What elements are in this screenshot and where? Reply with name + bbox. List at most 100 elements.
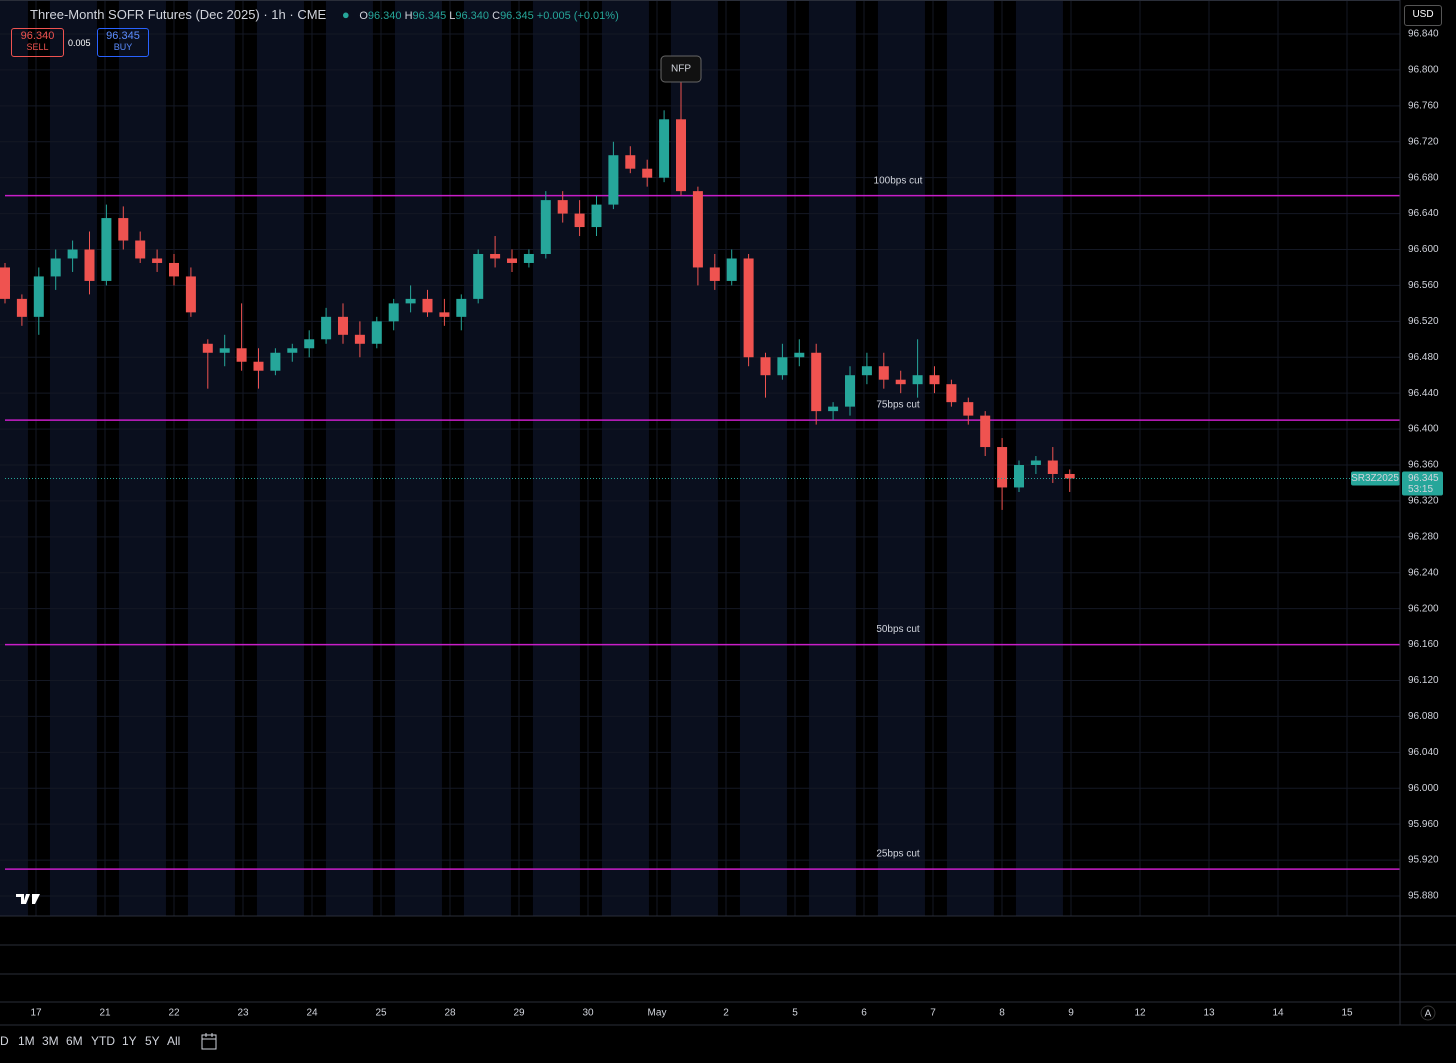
currency-button[interactable]: USD <box>1404 5 1442 26</box>
range-button[interactable]: 1M <box>18 1034 35 1048</box>
candle-body <box>388 303 399 322</box>
sell-button[interactable]: 96.340 SELL <box>11 28 64 57</box>
candle-body <box>236 348 247 362</box>
y-tick-label: 96.360 <box>1408 460 1439 471</box>
candle-body <box>270 352 281 371</box>
y-tick-label: 96.120 <box>1408 675 1439 686</box>
session-band <box>187 0 235 916</box>
candle-body <box>709 267 720 281</box>
x-tick-label: 8 <box>999 1008 1005 1019</box>
candle-body <box>861 366 872 376</box>
session-band <box>946 0 994 916</box>
auto-button[interactable] <box>1420 1005 1436 1021</box>
x-tick-label: May <box>648 1008 667 1019</box>
candle-body <box>828 406 839 412</box>
session-band <box>394 0 442 916</box>
candle-body <box>760 357 771 376</box>
x-tick-label: 9 <box>1068 1008 1074 1019</box>
logo <box>16 894 40 904</box>
y-tick-label: 96.720 <box>1408 136 1439 147</box>
candle-body <box>219 348 230 353</box>
range-button[interactable]: D <box>0 1034 9 1048</box>
candle-body <box>439 312 450 317</box>
x-tick-label: 24 <box>306 1008 318 1019</box>
annotation: NFP <box>671 64 691 75</box>
candle-body <box>67 249 78 259</box>
y-tick-label: 96.240 <box>1408 567 1439 578</box>
change: +0.005 (+0.01%) <box>536 10 619 22</box>
y-tick-label: 95.880 <box>1408 891 1439 902</box>
x-tick-label: 17 <box>30 1008 42 1019</box>
range-button[interactable]: All <box>167 1034 181 1048</box>
session-band <box>118 0 166 916</box>
y-tick-label: 96.280 <box>1408 531 1439 542</box>
countdown: 53:15 <box>1408 484 1433 495</box>
range-button[interactable]: 5Y <box>145 1034 160 1048</box>
x-tick-label: 22 <box>168 1008 180 1019</box>
buy-button[interactable]: 96.345 BUY <box>97 28 149 57</box>
candle-body <box>490 253 501 259</box>
buy-price: 96.345 <box>106 30 140 42</box>
y-tick-label: 95.960 <box>1408 819 1439 830</box>
range-button[interactable]: 6M <box>66 1034 83 1048</box>
y-tick-label: 96.480 <box>1408 352 1439 363</box>
x-tick-label: 12 <box>1134 1008 1146 1019</box>
o-label: O <box>359 10 368 22</box>
price-tag: 96.345 <box>1408 473 1439 484</box>
y-tick-label: 96.600 <box>1408 244 1439 255</box>
x-tick-label: 14 <box>1272 1008 1284 1019</box>
candle-body <box>202 343 213 353</box>
candle-body <box>726 258 737 281</box>
range-button[interactable]: 1Y <box>122 1034 137 1048</box>
candle-body <box>523 253 534 263</box>
session-band <box>877 0 925 916</box>
annotation-box <box>660 55 702 83</box>
y-tick-label: 96.680 <box>1408 172 1439 183</box>
candle-body <box>743 258 754 358</box>
y-tick-label: 96.440 <box>1408 388 1439 399</box>
session-band <box>256 0 304 916</box>
candle-body <box>1064 473 1075 479</box>
level-label: 25bps cut <box>876 849 920 860</box>
symbol-tag-bg <box>1351 471 1400 486</box>
session-band <box>325 0 373 916</box>
candle-body <box>574 213 585 228</box>
x-tick-label: 29 <box>513 1008 525 1019</box>
candle-body <box>997 447 1008 488</box>
candle-body <box>963 402 974 416</box>
candle-body <box>354 334 365 344</box>
candle-body <box>946 384 957 403</box>
candle-body <box>84 249 95 281</box>
candle-body <box>118 218 129 241</box>
candle-body <box>473 253 484 299</box>
sell-price: 96.340 <box>20 30 55 42</box>
candle-body <box>16 298 27 317</box>
candle-body <box>321 316 332 340</box>
level-label: 100bps cut <box>874 175 923 186</box>
y-tick-label: 95.920 <box>1408 855 1439 866</box>
level-label: 75bps cut <box>876 400 920 411</box>
candle-body <box>405 298 416 304</box>
candle-body <box>929 375 940 385</box>
candle-body <box>557 200 568 214</box>
candle-body <box>33 276 44 317</box>
x-tick-label: 23 <box>237 1008 249 1019</box>
candle-body <box>169 262 179 277</box>
y-tick-label: 96.520 <box>1408 316 1439 327</box>
candle-body <box>1030 460 1041 465</box>
title: Three-Month SOFR Futures (Dec 2025) · 1h… <box>30 7 327 22</box>
y-tick-label: 96.840 <box>1408 29 1439 40</box>
range-button[interactable]: YTD <box>91 1034 115 1048</box>
candle-body <box>371 321 382 344</box>
range-button[interactable]: 3M <box>42 1034 59 1048</box>
candle-body <box>540 200 551 254</box>
y-tick-label: 96.320 <box>1408 496 1439 507</box>
candle-body <box>608 155 619 205</box>
session-band <box>601 0 649 916</box>
y-tick-label: 96.080 <box>1408 711 1439 722</box>
sell-label: SELL <box>26 42 49 52</box>
y-tick-label: 96.640 <box>1408 208 1439 219</box>
spread: 0.005 <box>68 38 91 48</box>
